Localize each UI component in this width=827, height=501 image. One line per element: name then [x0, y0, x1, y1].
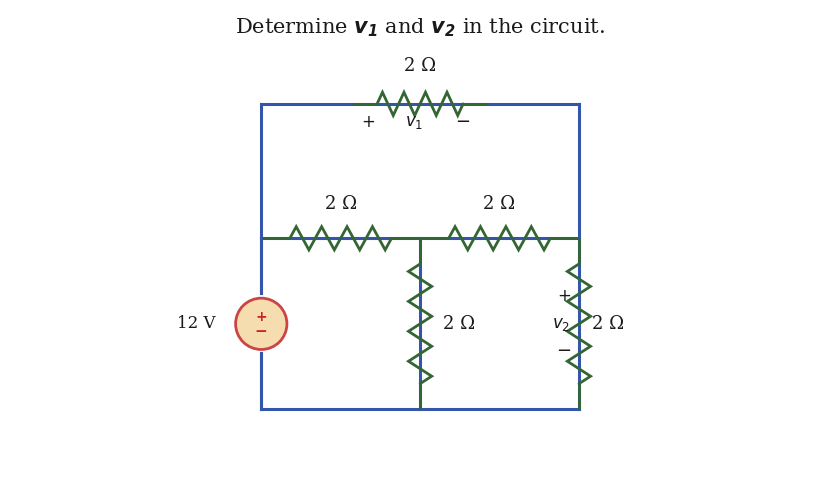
Text: 2 Ω: 2 Ω — [404, 57, 436, 75]
Text: 2 Ω: 2 Ω — [483, 194, 515, 212]
Text: −: − — [255, 324, 267, 339]
Text: +: + — [256, 310, 267, 324]
Text: $v_2$: $v_2$ — [551, 315, 569, 333]
Text: −: − — [556, 342, 571, 360]
Text: 2 Ω: 2 Ω — [442, 315, 475, 333]
Text: −: − — [455, 113, 470, 131]
Text: Determine $\bfit{v}_1$ and $\bfit{v}_2$ in the circuit.: Determine $\bfit{v}_1$ and $\bfit{v}_2$ … — [235, 16, 605, 39]
Circle shape — [236, 298, 287, 350]
Text: $v_1$: $v_1$ — [404, 113, 423, 131]
Text: 2 Ω: 2 Ω — [324, 194, 356, 212]
Text: 12 V: 12 V — [177, 315, 215, 332]
Text: 2 Ω: 2 Ω — [591, 315, 624, 333]
Text: +: + — [556, 287, 570, 305]
Text: +: + — [361, 113, 375, 131]
